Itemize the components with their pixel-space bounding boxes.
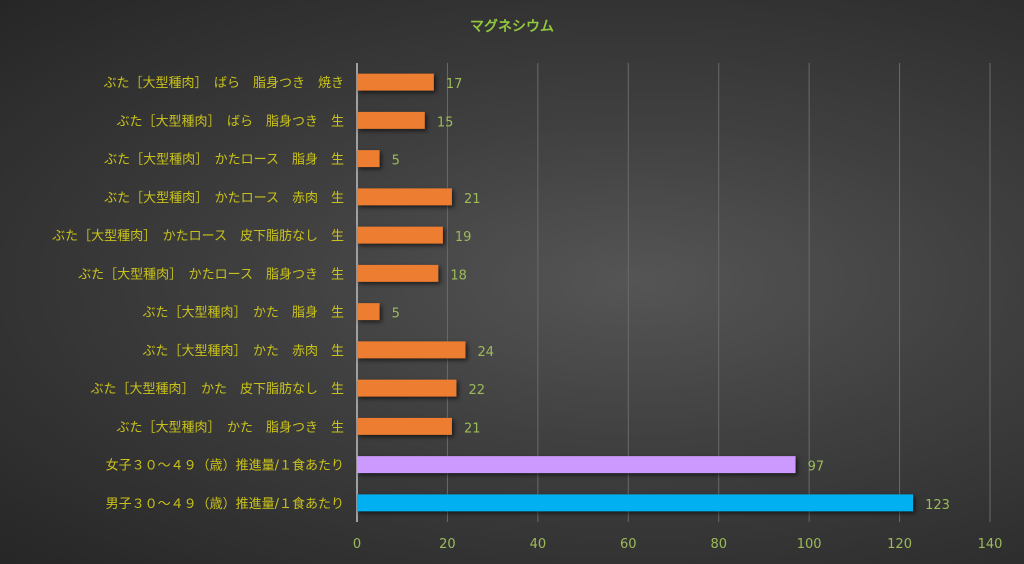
- data-label: 17: [446, 77, 463, 92]
- category-label: ぶた［大型種肉］ かた 皮下脂肪なし 生: [90, 381, 344, 397]
- category-label: ぶた［大型種肉］ かたロース 皮下脂肪なし 生: [52, 228, 344, 244]
- bar: [357, 303, 380, 321]
- x-tick-label: 40: [530, 537, 547, 552]
- bar: [357, 341, 466, 359]
- data-label: 5: [392, 307, 400, 322]
- bar: [357, 264, 439, 282]
- data-label: 97: [808, 460, 825, 475]
- bar: [357, 150, 380, 168]
- data-label: 15: [437, 115, 454, 130]
- category-label: ぶた［大型種肉］ かたロース 脂身 生: [104, 152, 344, 168]
- bar: [357, 417, 452, 435]
- category-label: ぶた［大型種肉］ ばら 脂身つき 生: [116, 113, 344, 129]
- bar: [357, 188, 452, 206]
- bar: [357, 379, 457, 397]
- category-label: ぶた［大型種肉］ かた 脂身つき 生: [116, 419, 344, 435]
- x-tick-label: 80: [710, 537, 727, 552]
- data-label: 21: [464, 421, 481, 436]
- bars: 17 15 5 21 19 18 5 24 22 21 97 123: [357, 73, 950, 513]
- data-label: 5: [392, 154, 400, 169]
- x-tick-label: 20: [439, 537, 456, 552]
- category-label: 女子３０～４９（歳）推進量/１食あたり: [106, 458, 344, 474]
- category-label: ぶた［大型種肉］ かた 赤肉 生: [142, 343, 344, 359]
- x-tick-label: 0: [353, 537, 361, 552]
- x-tick-label: 60: [620, 537, 637, 552]
- category-label: 男子３０～４９（歳）推進量/１食あたり: [106, 496, 344, 512]
- x-tick-label: 100: [797, 537, 822, 552]
- bar: [357, 111, 425, 129]
- x-tick-label: 140: [978, 537, 1003, 552]
- chart-title: マグネシウム: [470, 18, 554, 35]
- data-label: 24: [478, 345, 495, 360]
- data-label: 19: [455, 230, 472, 245]
- gridlines: [356, 63, 991, 522]
- data-label: 123: [925, 498, 950, 513]
- category-label: ぶた［大型種肉］ ばら 脂身つき 焼き: [103, 75, 344, 91]
- bar: [357, 73, 434, 91]
- bar: [357, 456, 796, 474]
- data-label: 21: [464, 192, 481, 207]
- category-label: ぶた［大型種肉］ かたロース 脂身つき 生: [78, 266, 344, 282]
- bar: [357, 226, 443, 244]
- category-label: ぶた［大型種肉］ かたロース 赤肉 生: [104, 190, 344, 206]
- bar: [357, 494, 914, 512]
- category-label: ぶた［大型種肉］ かた 脂身 生: [142, 305, 344, 321]
- data-label: 22: [468, 383, 485, 398]
- x-tick-label: 120: [887, 537, 912, 552]
- data-label: 18: [450, 268, 467, 283]
- x-tick-labels: 0 20 40 60 80 100 120 140: [353, 537, 1003, 552]
